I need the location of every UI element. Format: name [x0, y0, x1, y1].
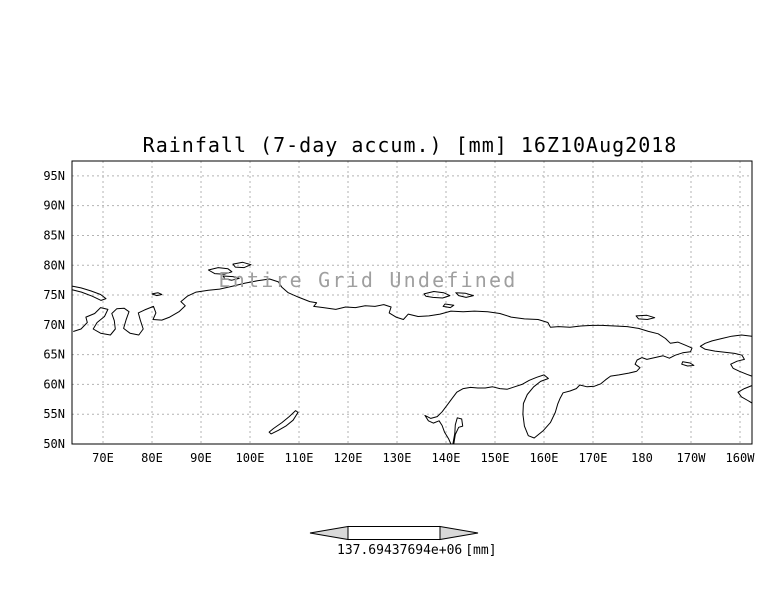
- x-tick-label-160E: 160E: [530, 451, 559, 465]
- x-tick-label-90E: 90E: [190, 451, 212, 465]
- coastline-path-5: [222, 275, 240, 281]
- y-tick-label-90N: 90N: [43, 199, 65, 213]
- plot-border: [71, 160, 753, 445]
- colorbar-units: [mm]: [465, 543, 497, 558]
- x-tick-label-160W: 160W: [726, 451, 756, 465]
- coastline-path-1: [72, 285, 107, 301]
- coastline-path-6: [423, 291, 451, 299]
- y-tick-label-80N: 80N: [43, 258, 65, 272]
- x-tick-label-120E: 120E: [334, 451, 363, 465]
- coastline-path-12: [699, 334, 752, 377]
- y-tick-label-70N: 70N: [43, 318, 65, 332]
- coastline-path-13: [737, 385, 752, 404]
- coastline-path-14: [268, 410, 299, 435]
- x-tick-label-80E: 80E: [141, 451, 163, 465]
- y-tick-label-60N: 60N: [43, 377, 65, 391]
- colorbar-label: 137.69437694e+06 [mm]: [337, 543, 497, 558]
- colorbar-left-arrow-icon: [309, 525, 349, 541]
- coastline-path-10: [452, 417, 464, 444]
- x-tick-label-70E: 70E: [92, 451, 114, 465]
- coastline-path-3: [207, 267, 233, 275]
- colorbar-value: 137.69437694e+06: [337, 543, 463, 558]
- x-tick-label-170E: 170E: [579, 451, 608, 465]
- x-tick-label-140E: 140E: [432, 451, 461, 465]
- coastline-path-7: [455, 292, 474, 298]
- colorbar-right-arrow-icon: [439, 525, 479, 541]
- entire-grid-undefined-annotation: Entire Grid Undefined: [218, 268, 518, 292]
- coastline-path-2: [151, 292, 163, 297]
- y-tick-label-55N: 55N: [43, 407, 65, 421]
- y-tick-label-95N: 95N: [43, 169, 65, 183]
- y-tick-label-65N: 65N: [43, 348, 65, 362]
- plot-title: Rainfall (7-day accum.) [mm] 16Z10Aug201…: [142, 133, 678, 157]
- x-tick-label-130E: 130E: [383, 451, 412, 465]
- coastline-path-0: [73, 278, 693, 444]
- y-tick-label-50N: 50N: [43, 437, 65, 451]
- coastlines-layer: [72, 261, 752, 444]
- y-tick-label-85N: 85N: [43, 228, 65, 242]
- x-tick-label-170W: 170W: [677, 451, 707, 465]
- y-tick-label-75N: 75N: [43, 288, 65, 302]
- coastline-path-4: [232, 261, 252, 269]
- x-tick-label-180: 180: [631, 451, 653, 465]
- x-tick-label-110E: 110E: [285, 451, 314, 465]
- coastline-path-11: [681, 361, 695, 367]
- colorbar-body: [347, 526, 441, 540]
- coastline-path-8: [442, 303, 455, 309]
- coastline-path-9: [635, 314, 656, 320]
- x-tick-label-150E: 150E: [481, 451, 510, 465]
- x-tick-label-100E: 100E: [236, 451, 265, 465]
